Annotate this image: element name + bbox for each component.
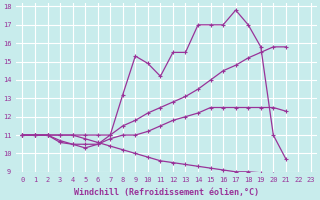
X-axis label: Windchill (Refroidissement éolien,°C): Windchill (Refroidissement éolien,°C) [74,188,259,197]
